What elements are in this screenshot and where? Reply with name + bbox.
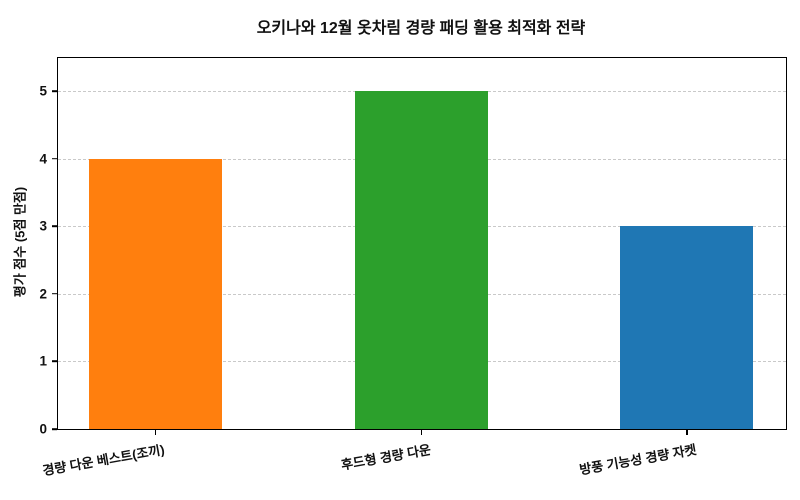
x-tick-mark-3	[685, 430, 688, 435]
x-tick-label-3: 방풍 기능성 경량 자켓	[577, 441, 698, 478]
x-tick-label-2: 후드형 경량 다운	[339, 441, 432, 473]
x-tick-mark-1	[154, 430, 157, 435]
chart-title: 오키나와 12월 옷차림 경량 패딩 활용 최적화 전략	[256, 20, 586, 37]
y-tick-label-0: 0	[39, 421, 47, 437]
y-tick-mark-5	[52, 90, 57, 92]
x-tick-label-1: 경량 다운 베스트(조끼)	[41, 441, 166, 479]
x-tick-mark-2	[420, 430, 423, 435]
y-tick-mark-4	[52, 157, 57, 160]
bar-2	[355, 91, 489, 429]
y-tick-label-5: 5	[39, 83, 47, 99]
bar-3	[620, 226, 754, 429]
y-tick-label-3: 3	[39, 218, 47, 234]
y-axis-label: 평가 점수 (5점 만점)	[12, 186, 28, 298]
y-tick-label-2: 2	[39, 286, 47, 302]
y-tick-label-1: 1	[39, 353, 47, 369]
plot-area	[57, 57, 787, 430]
bar-1	[89, 158, 223, 429]
y-tick-mark-0	[52, 428, 57, 430]
y-tick-mark-1	[52, 360, 57, 363]
y-tick-mark-2	[52, 293, 57, 295]
y-tick-label-4: 4	[39, 151, 47, 167]
y-tick-mark-3	[52, 225, 57, 228]
